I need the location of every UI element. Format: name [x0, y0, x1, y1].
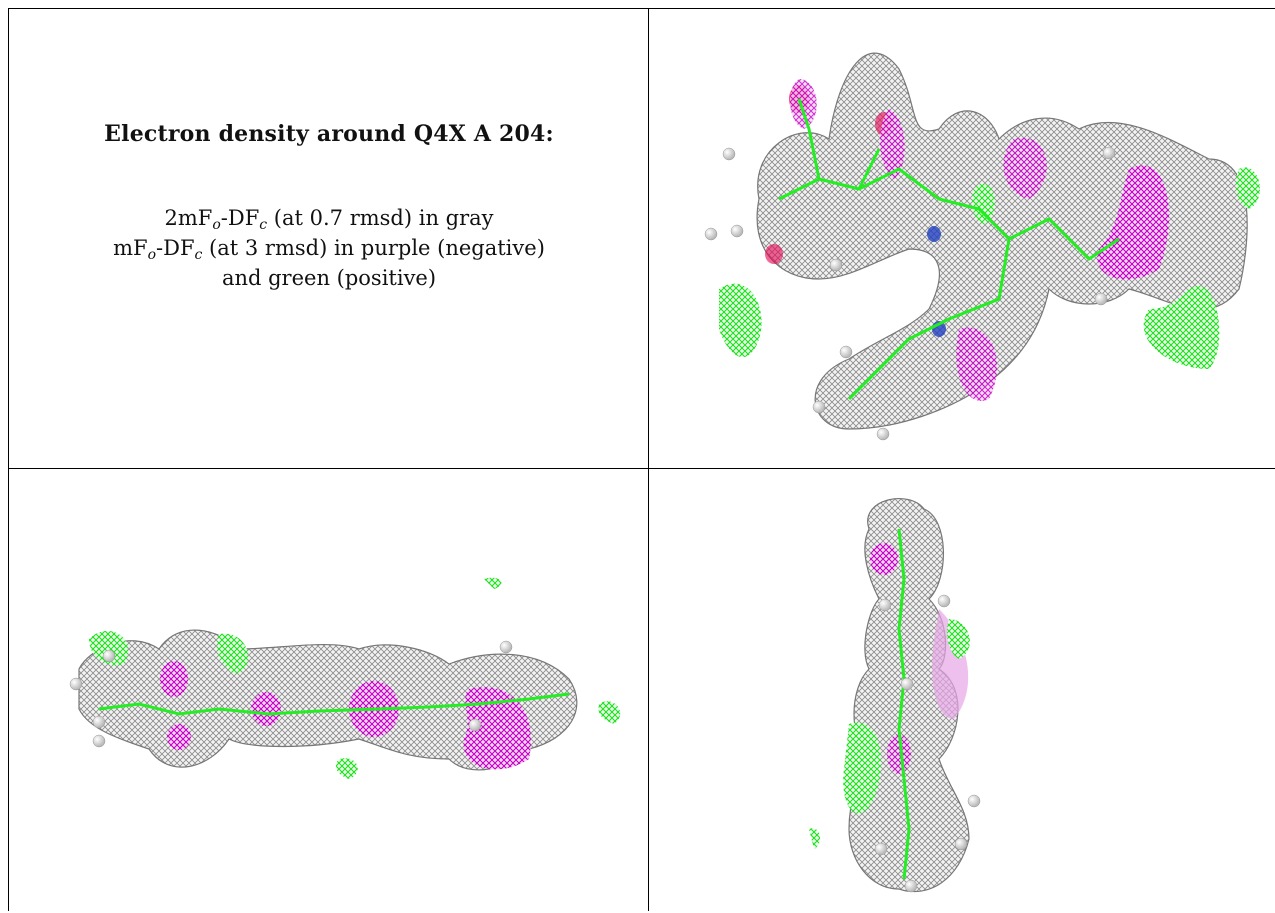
line1-sub-c: c [259, 217, 268, 233]
positive-density [719, 283, 762, 358]
negative-density [956, 327, 998, 401]
density-view-bottom-right [648, 468, 1275, 911]
negative-density [870, 543, 898, 575]
negative-density [167, 724, 191, 750]
caption-line-positive: and green (positive) [221, 266, 437, 290]
line2-sub-o: o [147, 247, 157, 263]
line1-sub-o: o [212, 217, 221, 233]
ligand-sticks [778, 98, 1120, 401]
negative-density-faint [932, 609, 969, 719]
figure-table: Electron density around Q4X A 204: 2mFo-… [8, 8, 1275, 911]
positive-density [598, 701, 621, 724]
caption-cell: Electron density around Q4X A 204: 2mFo-… [8, 8, 648, 468]
line2-sub-c: c [194, 247, 203, 263]
negative-density [160, 661, 188, 697]
negative-density [879, 109, 905, 179]
caption-title: Electron density around Q4X A 204: [104, 121, 554, 147]
negative-density [251, 692, 281, 726]
ligand-sticks [897, 528, 911, 880]
hydrogen-atoms [69, 640, 513, 748]
density-view-bottom-left [8, 468, 648, 911]
gray-mesh-density [848, 498, 970, 893]
line1-suffix: (at 0.7 rmsd) in gray [267, 206, 494, 230]
line2-prefix: mF [113, 236, 148, 260]
density-view-top [648, 8, 1275, 468]
negative-density [789, 79, 817, 129]
negative-density [887, 734, 911, 774]
positive-density [1236, 167, 1260, 209]
positive-density [972, 183, 995, 224]
positive-density [89, 630, 129, 666]
positive-density [1143, 285, 1220, 369]
oxygen-atom [765, 244, 783, 264]
positive-density [217, 633, 249, 674]
positive-density [947, 619, 970, 659]
line1-mid: -DF [220, 206, 260, 230]
caption-line-difference-map: mFo-DFc (at 3 rmsd) in purple (negative) [113, 233, 545, 263]
nitrogen-atom [927, 226, 941, 242]
positive-density [484, 577, 502, 589]
caption: Electron density around Q4X A 204: 2mFo-… [9, 9, 648, 468]
negative-density [463, 687, 531, 770]
density-image-bottom-right [809, 498, 981, 893]
line2-suffix: (at 3 rmsd) in purple (negative) [202, 236, 545, 260]
line1-prefix: 2mF [164, 206, 213, 230]
negative-density [1097, 165, 1169, 280]
line2-mid: -DF [156, 236, 195, 260]
hydrogen-atoms [704, 146, 1116, 441]
positive-density [336, 758, 358, 779]
gray-mesh-density [756, 52, 1248, 430]
positive-density [809, 828, 821, 849]
caption-line-gray-map: 2mFo-DFc (at 0.7 rmsd) in gray [164, 203, 493, 233]
density-image-top [704, 52, 1260, 441]
positive-density [843, 722, 881, 814]
density-image-bottom-left [69, 577, 621, 779]
hydrogen-atoms [874, 594, 981, 893]
ligand-sticks [98, 692, 570, 716]
negative-density [1003, 137, 1047, 199]
